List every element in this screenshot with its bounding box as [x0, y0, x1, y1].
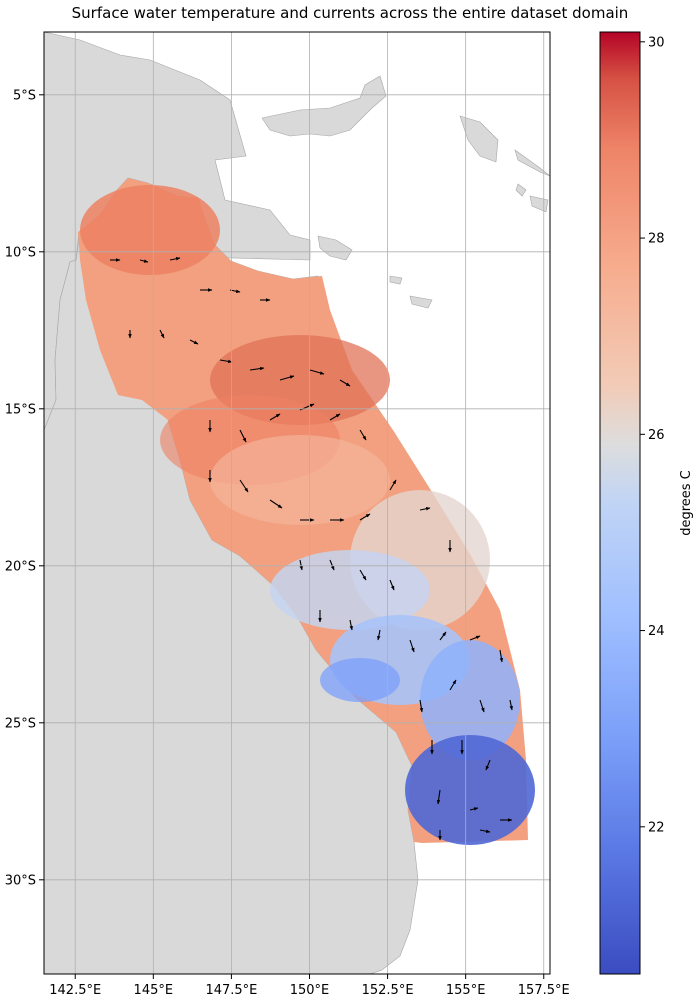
current-arrow [269, 499, 283, 509]
current-arrow [219, 359, 233, 364]
map-area [44, 32, 550, 974]
current-arrow [479, 829, 491, 833]
map-frame [43, 31, 551, 975]
current-arrow [469, 807, 479, 811]
current-arrow [269, 413, 281, 421]
lon-tick-label: 155°E [446, 983, 486, 998]
gridlines [44, 32, 550, 974]
current-arrow [239, 479, 249, 493]
island [459, 115, 499, 163]
current-arrow [469, 635, 481, 641]
colorbar-bar [599, 31, 641, 975]
current-arrow [339, 379, 351, 387]
current-arrow [169, 257, 181, 261]
island [515, 183, 527, 197]
current-arrow [449, 679, 457, 691]
temperature-patch [210, 435, 390, 525]
current-arrow [509, 699, 513, 711]
colorbar-label: degrees C [679, 470, 694, 536]
temperature-patch [320, 658, 400, 702]
temperature-patch [80, 185, 220, 275]
current-arrow [349, 619, 353, 631]
current-arrow [436, 789, 441, 805]
current-arrow [329, 413, 341, 421]
current-arrow [377, 629, 381, 641]
lat-tick-label: 10°S [5, 245, 36, 260]
colorbar-tick-label: 22 [648, 820, 665, 835]
island [409, 295, 433, 309]
lat-tick-label: 30°S [5, 873, 36, 888]
current-arrow [309, 369, 325, 375]
colorbar-tick-label: 24 [648, 624, 665, 639]
island [317, 235, 353, 261]
current-arrow [439, 631, 447, 641]
current-arrow [359, 513, 371, 521]
lon-tick-label: 152.5°E [362, 983, 414, 998]
temperature-patch [270, 550, 430, 630]
temperature-patch [420, 640, 520, 760]
current-arrow [389, 579, 395, 591]
current-arrow [239, 429, 247, 443]
current-arrow [359, 569, 367, 581]
current-arrow [159, 329, 165, 339]
lat-tick-label: 25°S [5, 716, 36, 731]
island [261, 75, 387, 137]
current-arrow [419, 507, 431, 511]
current-arrow [329, 559, 335, 571]
lon-tick-label: 150°E [290, 983, 330, 998]
island [514, 149, 550, 177]
lon-tick-label: 145°E [134, 983, 174, 998]
lat-tick-label: 15°S [5, 402, 36, 417]
current-arrow [189, 339, 199, 345]
colorbar-tick-label: 28 [648, 232, 665, 247]
current-arrow [499, 649, 504, 663]
longitude-ticks: 142.5°E 145°E 147.5°E 150°E 152.5°E 155°E 157.… [49, 974, 570, 998]
current-arrow [485, 759, 491, 771]
current-arrow [299, 559, 303, 571]
lat-tick-label: 20°S [5, 559, 36, 574]
current-arrow [279, 375, 295, 381]
current-arrow [479, 699, 485, 713]
island [389, 275, 403, 285]
latitude-ticks: 5°S 10°S 15°S 20°S 25°S 30°S [5, 88, 44, 888]
lon-tick-label: 147.5°E [205, 983, 257, 998]
temperature-field [78, 178, 535, 845]
temperature-patch [405, 735, 535, 845]
lat-tick-label: 5°S [13, 88, 36, 103]
current-arrow [249, 366, 265, 371]
current-vectors [110, 257, 513, 841]
map-title: Surface water temperature and currents a… [72, 4, 629, 22]
colorbar: 22 24 26 28 30 degrees C [599, 31, 694, 975]
lon-tick-label: 142.5°E [49, 983, 101, 998]
current-arrow [139, 259, 149, 263]
current-arrow [409, 639, 415, 653]
colorbar-tick-label: 26 [648, 428, 665, 443]
current-arrow [359, 429, 367, 441]
current-arrow [419, 699, 424, 713]
colorbar-ticks: 22 24 26 28 30 [640, 35, 665, 835]
current-arrow [389, 479, 397, 491]
lon-tick-label: 157.5°E [518, 983, 570, 998]
colorbar-tick-label: 30 [648, 35, 665, 50]
